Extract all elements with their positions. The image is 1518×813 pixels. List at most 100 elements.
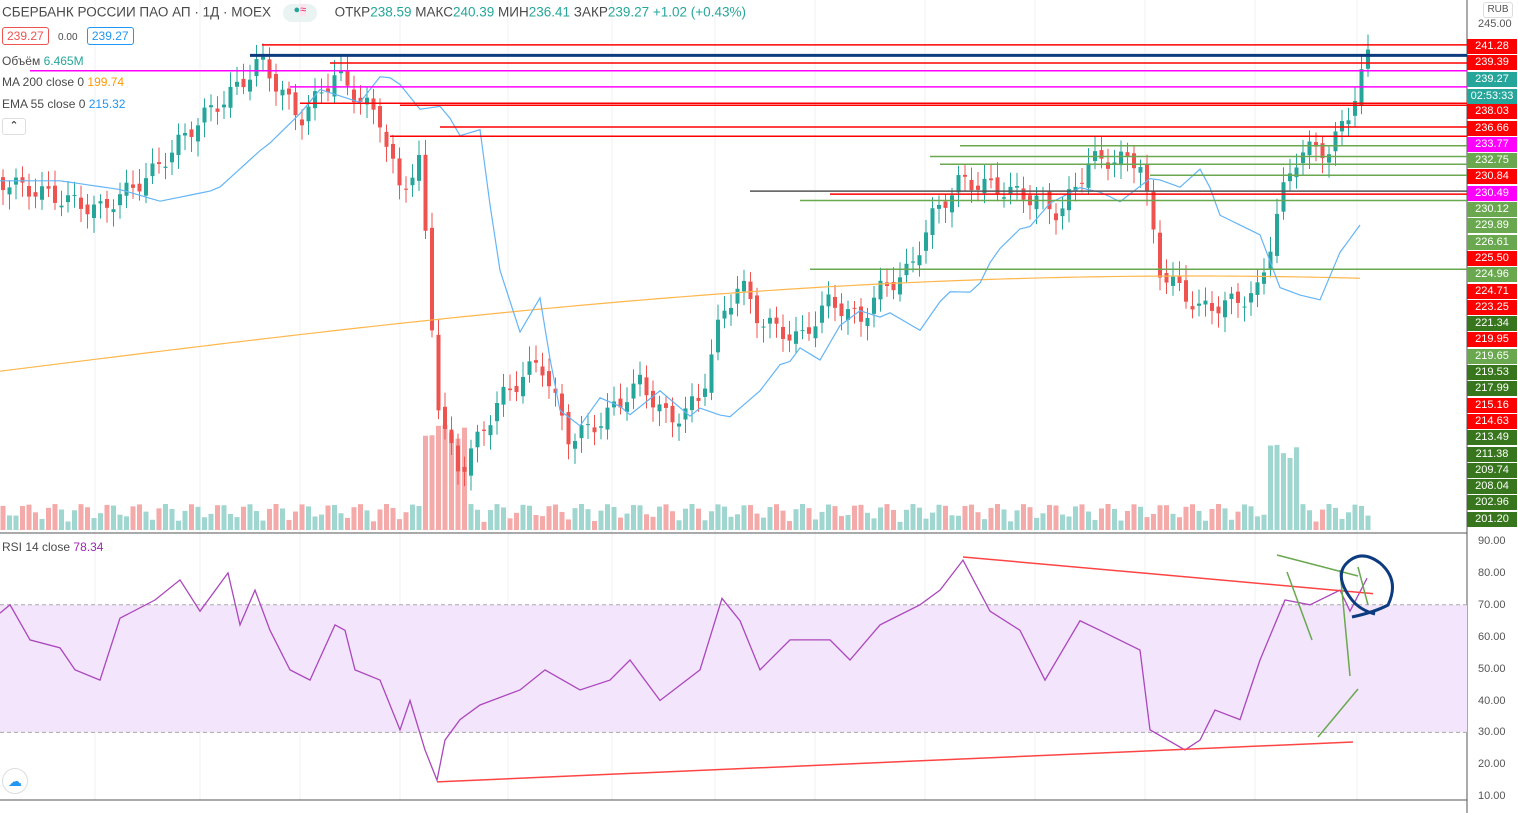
candle-body <box>605 407 610 430</box>
candle-body <box>53 185 57 203</box>
volume-bar <box>1014 510 1020 530</box>
candle-body <box>248 79 252 92</box>
candle-body <box>839 303 844 317</box>
volume-bar <box>1170 513 1176 530</box>
price-axis-label: 225.50 <box>1467 250 1517 266</box>
volume-bar <box>982 519 987 530</box>
price-axis-label: 236.66 <box>1467 120 1517 136</box>
volume-bar <box>566 519 571 530</box>
volume-bar <box>52 504 58 530</box>
rsi-legend[interactable]: RSI 14 close 78.34 <box>2 540 104 554</box>
sell-price-button[interactable]: 239.27 <box>2 27 49 45</box>
volume-bar <box>1190 504 1195 530</box>
candle-body <box>1281 182 1286 212</box>
candle-body <box>709 354 714 393</box>
volume-bar <box>1274 444 1280 530</box>
candle-body <box>969 179 974 191</box>
volume-bar <box>884 504 890 530</box>
candle-body <box>1164 273 1169 283</box>
volume-bar <box>592 521 597 530</box>
volume-bar <box>1183 506 1189 530</box>
volume-bar <box>117 514 123 530</box>
volume-bar <box>371 521 376 530</box>
candle-body <box>618 398 623 408</box>
volume-bar <box>475 509 480 530</box>
candle-body <box>436 334 441 411</box>
volume-bar <box>325 505 331 530</box>
volume-bar <box>767 507 773 530</box>
volume-bar <box>670 511 675 530</box>
candle-body <box>781 326 785 339</box>
candle-body <box>46 186 51 189</box>
candle-body <box>1288 173 1292 182</box>
candle-body <box>326 88 330 93</box>
ma-legend[interactable]: MA 200 close 0 199.74 <box>2 75 125 89</box>
volume-bar <box>741 505 747 530</box>
volume-bar <box>910 504 916 530</box>
candle-body <box>982 178 987 194</box>
volume-bar <box>384 504 389 530</box>
volume-bar <box>1060 514 1065 530</box>
volume-bar <box>722 506 727 530</box>
candle-body <box>228 86 233 108</box>
candle-body <box>124 182 129 196</box>
candle-body <box>1099 150 1104 159</box>
candle-body <box>1255 282 1260 295</box>
price-axis-label: 238.03 <box>1467 104 1517 120</box>
candle-body <box>1002 197 1006 199</box>
candle-body <box>1301 152 1305 164</box>
volume-bar <box>449 432 454 530</box>
volume-bar <box>182 510 188 530</box>
candle-body <box>657 404 662 412</box>
candle-body <box>1216 306 1221 314</box>
volume-bar <box>1066 516 1072 530</box>
volume-bar <box>832 506 838 530</box>
candle-body <box>137 183 142 192</box>
volume-bar <box>663 504 669 530</box>
rsi-line <box>0 558 1368 783</box>
volume-bar <box>735 514 740 530</box>
volume-bar <box>1216 504 1221 530</box>
price-axis-label: 230.49 <box>1467 185 1517 201</box>
candle-body <box>846 309 850 320</box>
currency-button[interactable]: RUB <box>1483 2 1513 18</box>
candle-body <box>696 397 701 401</box>
candle-body <box>59 205 64 208</box>
volume-bar <box>1196 510 1202 530</box>
candle-body <box>72 195 77 197</box>
candle-body <box>1177 276 1182 283</box>
buy-price-button[interactable]: 239.27 <box>86 27 134 45</box>
candle-body <box>508 388 512 391</box>
price-axis-label: 217.99 <box>1467 381 1517 397</box>
volume-bar <box>202 517 207 530</box>
volume-bar <box>1034 517 1039 530</box>
symbol-title[interactable]: СБЕРБАНК РОССИИ ПАО АП · 1Д · MOEX <box>2 4 272 20</box>
volume-bar <box>689 504 695 530</box>
candle-body <box>1184 280 1188 302</box>
tradingview-logo-icon[interactable]: ☁ <box>2 768 28 794</box>
candle-body <box>345 70 350 86</box>
volume-bar <box>189 504 194 530</box>
volume-legend[interactable]: Объём 6.465M <box>2 54 84 68</box>
candle-body <box>1060 208 1065 217</box>
rsi-axis-tick: 80.00 <box>1478 566 1506 579</box>
price-axis-label: 239.27 <box>1467 71 1517 87</box>
volume-bar <box>85 507 90 530</box>
volume-bar <box>546 506 552 530</box>
ema-legend[interactable]: EMA 55 close 0 215.32 <box>2 97 126 111</box>
price-axis-label: 213.49 <box>1467 430 1517 446</box>
candle-body <box>1203 300 1208 305</box>
candle-body <box>358 97 363 102</box>
candle-body <box>1151 190 1156 230</box>
volume-bar <box>1333 507 1338 530</box>
volume-bar <box>715 504 721 530</box>
volume-bar <box>163 504 168 530</box>
candle-body <box>1008 186 1013 194</box>
volume-bar <box>1320 509 1325 530</box>
collapse-legend-button[interactable]: ⌃ <box>2 118 26 135</box>
candle-body <box>111 209 116 213</box>
volume-bar <box>39 518 45 530</box>
price-axis-label: 239.39 <box>1467 55 1517 71</box>
candle-body <box>1275 213 1279 256</box>
